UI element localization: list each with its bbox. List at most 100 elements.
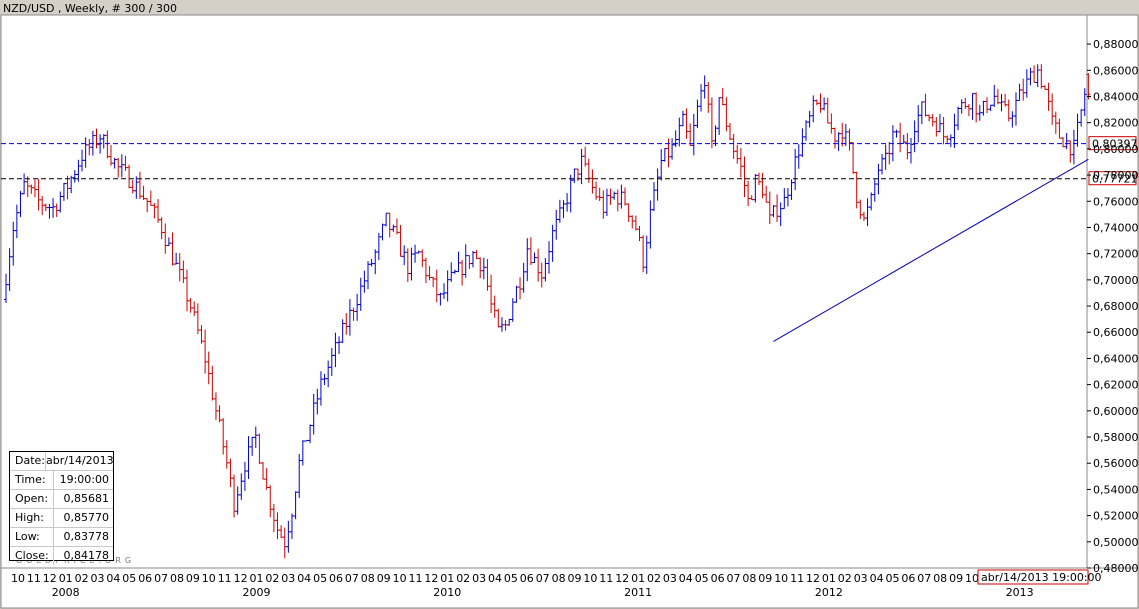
y-axis: 0,48000 0,50000 0,52000 0,54000 0,56000 0,580… bbox=[1087, 38, 1139, 575]
x-year-label: 2011 bbox=[624, 586, 652, 599]
x-month-label: 05 bbox=[695, 572, 709, 585]
ohlc-bar bbox=[1086, 73, 1091, 100]
x-month-label: 12 bbox=[806, 572, 820, 585]
x-month-label: 11 bbox=[218, 572, 232, 585]
x-month-label: 10 bbox=[583, 572, 597, 585]
x-year-label: 2012 bbox=[815, 586, 843, 599]
info-row-high: High: 0,85770 bbox=[10, 509, 113, 528]
low-value: 0,83778 bbox=[63, 530, 110, 543]
close-label: Close: bbox=[10, 547, 54, 565]
x-month-label: 10 bbox=[393, 572, 407, 585]
x-month-label: 04 bbox=[488, 572, 502, 585]
x-month-label: 10 bbox=[11, 572, 25, 585]
x-month-label: 02 bbox=[265, 572, 279, 585]
y-tick-label: 0,66000 bbox=[1093, 326, 1139, 339]
y-tick-label: 0,54000 bbox=[1093, 483, 1139, 496]
close-value: 0,84178 bbox=[63, 549, 110, 562]
x-month-label: 03 bbox=[281, 572, 295, 585]
x-month-label: 04 bbox=[106, 572, 120, 585]
y-tick-label: 0,78000 bbox=[1093, 169, 1139, 182]
y-tick-label: 0,82000 bbox=[1093, 117, 1139, 130]
info-row-close: Close: 0,84178 bbox=[10, 547, 113, 565]
x-month-label: 06 bbox=[711, 572, 725, 585]
x-month-label: 04 bbox=[870, 572, 884, 585]
time-value: 19:00:00 bbox=[59, 473, 109, 486]
y-tick-label: 0,58000 bbox=[1093, 431, 1139, 444]
x-month-label: 09 bbox=[568, 572, 582, 585]
x-month-label: 02 bbox=[838, 572, 852, 585]
x-month-label: 12 bbox=[424, 572, 438, 585]
x-month-label: 07 bbox=[345, 572, 359, 585]
x-month-label: 08 bbox=[933, 572, 947, 585]
x-year-label: 2010 bbox=[433, 586, 461, 599]
x-month-label: 11 bbox=[599, 572, 613, 585]
x-month-label: 06 bbox=[138, 572, 152, 585]
x-year-label: 2009 bbox=[243, 586, 271, 599]
x-month-label: 08 bbox=[361, 572, 375, 585]
x-month-label: 11 bbox=[409, 572, 423, 585]
x-month-label: 08 bbox=[170, 572, 184, 585]
info-panel: Date: abr/14/2013 Time: 19:00:00 Open: 0,85… bbox=[9, 451, 114, 565]
x-month-label: 09 bbox=[758, 572, 772, 585]
info-row-low: Low: 0,83778 bbox=[10, 528, 113, 547]
info-row-open: Open: 0,85681 bbox=[10, 490, 113, 509]
cursor-date-label: abr/14/2013 19:00:00 bbox=[981, 571, 1102, 584]
x-month-label: 07 bbox=[917, 572, 931, 585]
date-label: Date: bbox=[10, 452, 46, 470]
x-month-label: 03 bbox=[472, 572, 486, 585]
x-month-label: 09 bbox=[186, 572, 200, 585]
y-tick-label: 0,68000 bbox=[1093, 300, 1139, 313]
y-tick-label: 0,80000 bbox=[1093, 143, 1139, 156]
x-month-label: 12 bbox=[615, 572, 629, 585]
high-value: 0,85770 bbox=[63, 511, 110, 524]
ohlc-bars bbox=[4, 64, 1091, 559]
x-month-label: 09 bbox=[949, 572, 963, 585]
info-row-date: Date: abr/14/2013 bbox=[10, 452, 114, 471]
y-tick-label: 0,56000 bbox=[1093, 457, 1139, 470]
x-month-label: 10 bbox=[202, 572, 216, 585]
x-month-label: 03 bbox=[854, 572, 868, 585]
x-month-label: 12 bbox=[234, 572, 248, 585]
y-tick-label: 0,76000 bbox=[1093, 195, 1139, 208]
time-label: Time: bbox=[10, 471, 54, 489]
open-value: 0,85681 bbox=[63, 492, 110, 505]
plot-area bbox=[0, 14, 1088, 569]
x-month-label: 07 bbox=[727, 572, 741, 585]
x-month-label: 01 bbox=[822, 572, 836, 585]
cursor-date-box bbox=[977, 569, 1089, 585]
x-month-label: 11 bbox=[790, 572, 804, 585]
x-month-label: 02 bbox=[75, 572, 89, 585]
x-month-label: 05 bbox=[122, 572, 136, 585]
x-month-label: 11 bbox=[27, 572, 41, 585]
y-tick-label: 0,86000 bbox=[1093, 64, 1139, 77]
x-month-label: 01 bbox=[250, 572, 264, 585]
level-label-lower: 0,77721 bbox=[1092, 173, 1138, 186]
level-label-lower-box bbox=[1088, 171, 1137, 186]
x-year-label: 2013 bbox=[1006, 586, 1034, 599]
chart-title: NZD/USD , Weekly, # 300 / 300 bbox=[3, 2, 177, 15]
x-month-label: 07 bbox=[536, 572, 550, 585]
x-month-label: 04 bbox=[297, 572, 311, 585]
y-tick-label: 0,62000 bbox=[1093, 379, 1139, 392]
x-month-label: 01 bbox=[631, 572, 645, 585]
x-month-label: 07 bbox=[154, 572, 168, 585]
y-tick-label: 0,74000 bbox=[1093, 221, 1139, 234]
y-tick-label: 0,72000 bbox=[1093, 248, 1139, 261]
x-month-label: 05 bbox=[886, 572, 900, 585]
x-month-label: 03 bbox=[91, 572, 105, 585]
x-month-label: 10 bbox=[774, 572, 788, 585]
y-tick-label: 0,70000 bbox=[1093, 274, 1139, 287]
low-label: Low: bbox=[10, 528, 54, 546]
y-tick-label: 0,84000 bbox=[1093, 90, 1139, 103]
x-month-label: 10 bbox=[965, 572, 979, 585]
x-month-label: 05 bbox=[504, 572, 518, 585]
x-month-label: 04 bbox=[679, 572, 693, 585]
level-label-upper: 0,80397 bbox=[1092, 138, 1138, 151]
trendline[interactable] bbox=[773, 158, 1089, 342]
ohlc-bar bbox=[1082, 88, 1087, 117]
x-month-label: 02 bbox=[456, 572, 470, 585]
info-row-time: Time: 19:00:00 bbox=[10, 471, 113, 490]
x-month-label: 01 bbox=[440, 572, 454, 585]
y-tick-label: 0,64000 bbox=[1093, 352, 1139, 365]
